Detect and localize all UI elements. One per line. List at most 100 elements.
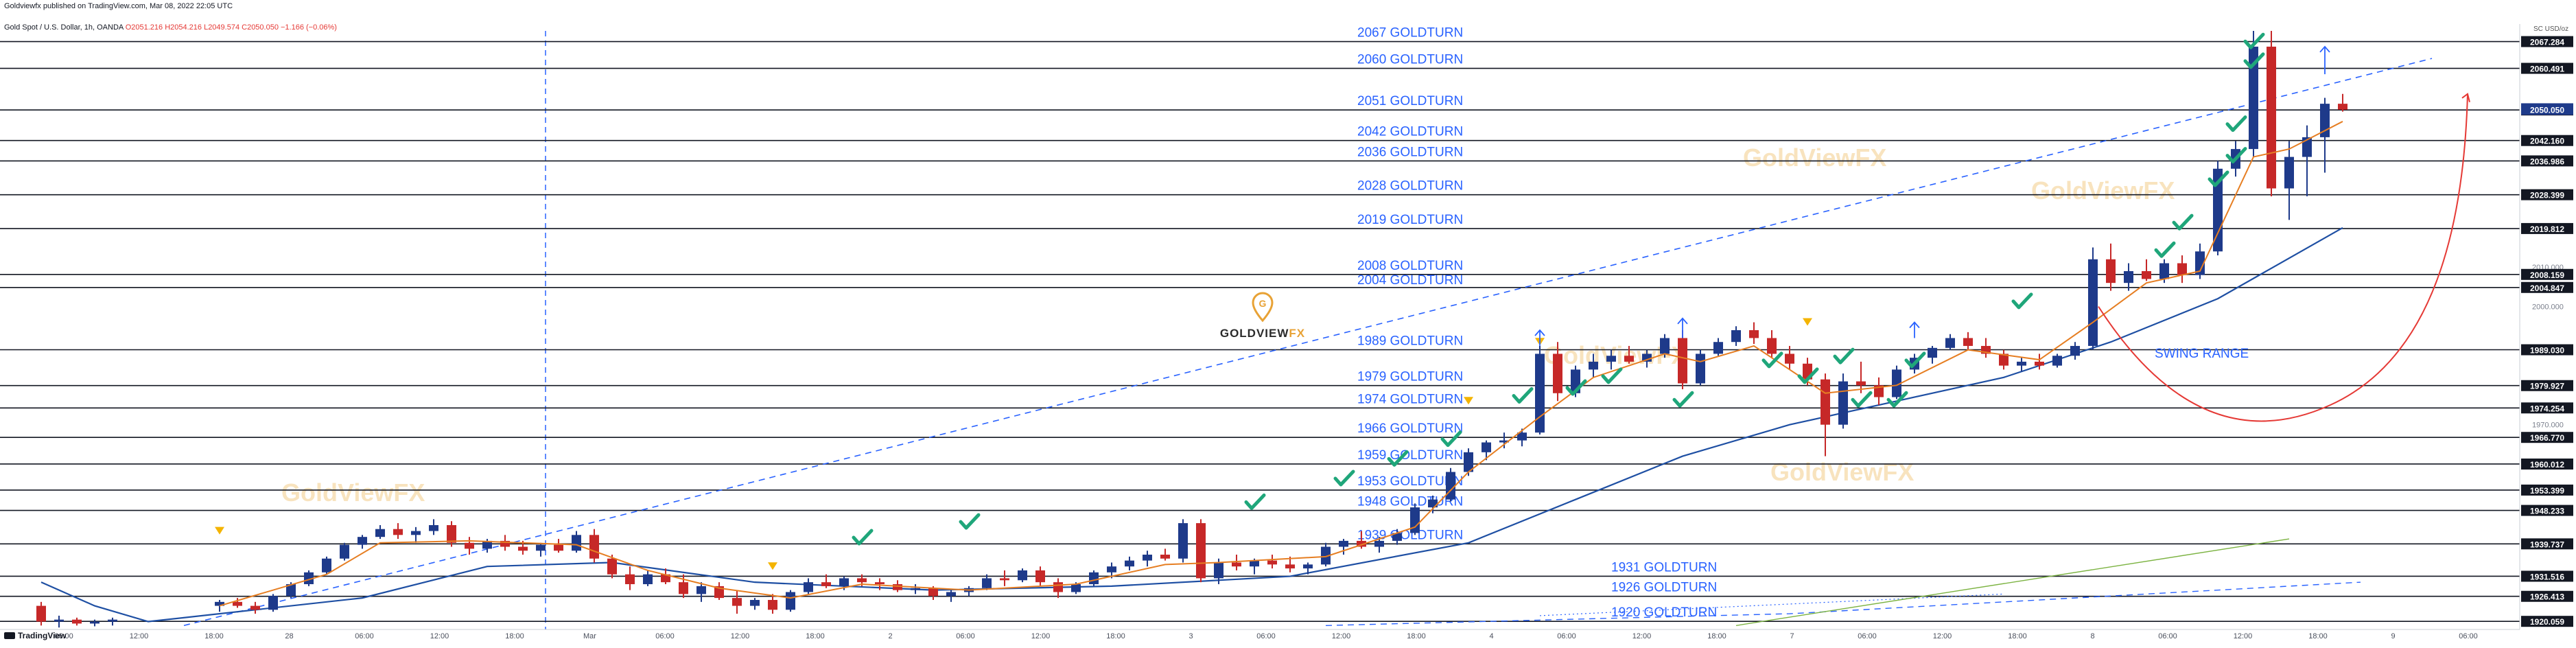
- check-mark-icon: [1886, 391, 1908, 408]
- lower-trendline: [1325, 581, 2361, 626]
- check-mark-icon: [1851, 391, 1873, 408]
- goldturn-label: 1974 GOLDTURN: [1357, 392, 1463, 406]
- check-mark-icon: [2243, 52, 2265, 69]
- bullish-candle: [2052, 356, 2062, 366]
- goldturn-label: 2008 GOLDTURN: [1357, 259, 1463, 273]
- price-level-tag: [2521, 458, 2573, 470]
- bullish-candle: [2017, 361, 2026, 366]
- bearish-candle: [1232, 562, 1241, 567]
- price-level-tag: [2521, 432, 2573, 443]
- bullish-candle: [982, 578, 992, 588]
- price-level-tag-text: 2004.847: [2530, 284, 2564, 293]
- time-tick-label: 06:00: [2459, 632, 2478, 640]
- time-tick-label: 2: [888, 632, 892, 640]
- tradingview-logo[interactable]: TradingView: [4, 631, 66, 640]
- time-tick-label: 06:00: [655, 632, 675, 640]
- slow-moving-average: [40, 227, 2343, 623]
- price-level-tag: [2521, 155, 2573, 167]
- bearish-candle: [1553, 354, 1562, 393]
- bearish-candle: [2177, 263, 2187, 275]
- bearish-candle: [661, 574, 670, 583]
- price-level-tag: [2521, 380, 2573, 391]
- price-level-tag-text: 2067.284: [2530, 38, 2564, 47]
- bullish-candle: [429, 524, 438, 531]
- bullish-candle: [1838, 381, 1848, 425]
- time-tick-label: 06:00: [2158, 632, 2177, 640]
- bullish-candle: [482, 540, 492, 549]
- last-price-tag: [2521, 103, 2573, 115]
- bullish-candle: [2284, 157, 2294, 189]
- bullish-candle: [750, 599, 760, 606]
- bullish-candle: [1606, 356, 1616, 362]
- bullish-candle: [946, 592, 956, 597]
- bearish-candle: [1749, 330, 1759, 338]
- bullish-candle: [1446, 472, 1455, 500]
- bearish-candle: [625, 574, 635, 585]
- bullish-candle: [1928, 347, 1937, 358]
- check-mark-icon: [2208, 170, 2229, 187]
- price-level-tag-text: 2042.160: [2530, 137, 2564, 146]
- bullish-candle: [1589, 361, 1598, 370]
- price-level-tag: [2521, 135, 2573, 146]
- goldturn-label: 2028 GOLDTURN: [1357, 179, 1463, 194]
- goldturn-label: 1989 GOLDTURN: [1357, 334, 1463, 349]
- time-tick-label: 12:00: [2234, 632, 2253, 640]
- time-tick-label: 7: [1790, 632, 1794, 640]
- bullish-candle: [2302, 137, 2312, 157]
- price-level-tag-text: 1920.059: [2530, 617, 2564, 627]
- price-tick-label: 1970.000: [2532, 421, 2564, 430]
- goldturn-label: 1959 GOLDTURN: [1357, 448, 1463, 463]
- support-dotted-line: [1539, 593, 2004, 616]
- goldturn-label: 2019 GOLDTURN: [1357, 213, 1463, 227]
- bullish-candle: [1464, 452, 1473, 472]
- goldturn-label: 2067 GOLDTURN: [1357, 26, 1463, 40]
- bearish-candle: [2035, 361, 2044, 366]
- time-tick-label: 06:00: [956, 632, 975, 640]
- time-tick-label: 12:00: [430, 632, 449, 640]
- bullish-candle: [1482, 442, 1491, 452]
- goldviewfx-brand: G GOLDVIEWFX: [1215, 292, 1311, 340]
- check-mark-icon: [2225, 115, 2247, 132]
- bearish-candle: [1678, 338, 1687, 384]
- last-price-tag-text: 2050.050: [2530, 105, 2564, 115]
- bearish-candle: [1963, 338, 1973, 346]
- goldturn-label: 2051 GOLDTURN: [1357, 94, 1463, 108]
- bullish-candle: [54, 619, 64, 622]
- goldturn-label: 1939 GOLDTURN: [1357, 528, 1463, 542]
- time-tick-label: 18:00: [204, 632, 224, 640]
- bullish-candle: [839, 578, 849, 586]
- time-tick-label: 06:00: [355, 632, 374, 640]
- price-level-tag-text: 1960.012: [2530, 460, 2564, 470]
- goldturn-label: 2036 GOLDTURN: [1357, 145, 1463, 159]
- check-mark-icon: [852, 529, 874, 546]
- bearish-candle: [1196, 523, 1206, 579]
- bearish-candle: [607, 558, 617, 575]
- check-mark-icon: [1244, 493, 1266, 510]
- bearish-candle: [554, 544, 563, 551]
- price-level-tag-text: 2036.986: [2530, 157, 2564, 166]
- bearish-candle: [1874, 385, 1884, 397]
- bullish-candle: [2195, 251, 2205, 275]
- goldturn-label: 1953 GOLDTURN: [1357, 474, 1463, 489]
- bullish-candle: [804, 582, 813, 592]
- bearish-candle: [589, 535, 599, 559]
- time-tick-label: 8: [2090, 632, 2094, 640]
- svg-text:G: G: [1259, 298, 1267, 309]
- goldturn-label: 2004 GOLDTURN: [1357, 273, 1463, 288]
- symbol-title: Gold Spot / U.S. Dollar, 1h, OANDA: [4, 23, 124, 32]
- price-level-tag-text: 1948.233: [2530, 507, 2564, 516]
- check-mark-icon: [1333, 470, 1355, 487]
- bullish-candle: [2249, 46, 2258, 150]
- bearish-candle: [1999, 354, 2009, 366]
- price-level-tag-text: 2060.491: [2530, 65, 2564, 74]
- bullish-candle: [1428, 499, 1438, 508]
- check-mark-icon: [1512, 387, 1534, 404]
- check-mark-icon: [1565, 379, 1587, 396]
- up-arrow-head-icon: [1909, 321, 1920, 329]
- bearish-candle: [250, 605, 260, 610]
- swing-range-arc: [2098, 93, 2468, 422]
- time-tick-label: 12:00: [130, 632, 149, 640]
- bullish-candle: [411, 531, 421, 535]
- bullish-candle: [643, 574, 653, 585]
- goldturn-label: 2060 GOLDTURN: [1357, 53, 1463, 67]
